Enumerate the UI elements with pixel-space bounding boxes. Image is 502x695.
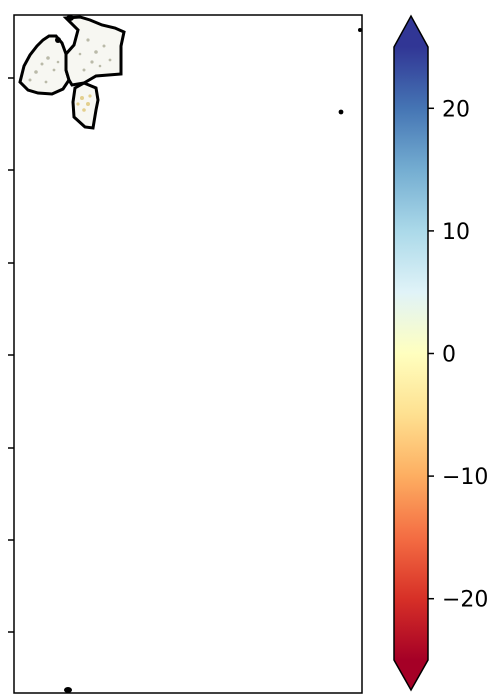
island-bottom — [64, 687, 72, 693]
colorbar-gradient — [394, 47, 428, 660]
map-y-ticks — [8, 77, 14, 633]
colorbar-extend-min — [394, 660, 428, 690]
region-data-points — [28, 38, 112, 84]
region-west — [18, 34, 71, 96]
colorbar-tick-label: −10 — [442, 465, 488, 490]
colorbar-tick-label: 0 — [442, 343, 456, 368]
region-south — [71, 81, 100, 130]
region-south-data-points — [76, 94, 92, 112]
colorbar-tick-label: −20 — [442, 588, 488, 613]
island-right — [338, 109, 344, 115]
colorbar-tick-label: 10 — [442, 220, 470, 245]
colorbar-extend-max — [394, 16, 428, 47]
island-corner — [358, 28, 362, 32]
map-axes — [8, 14, 363, 694]
colorbar-ticks: 20 10 0 −10 −20 — [428, 97, 488, 613]
island-top — [66, 15, 74, 21]
colorbar-outline — [393, 14, 429, 692]
island-left — [55, 37, 61, 43]
colorbar-tick-label: 20 — [442, 97, 470, 122]
colorbar: 20 10 0 −10 −20 — [393, 14, 488, 692]
map-frame — [13, 14, 363, 694]
